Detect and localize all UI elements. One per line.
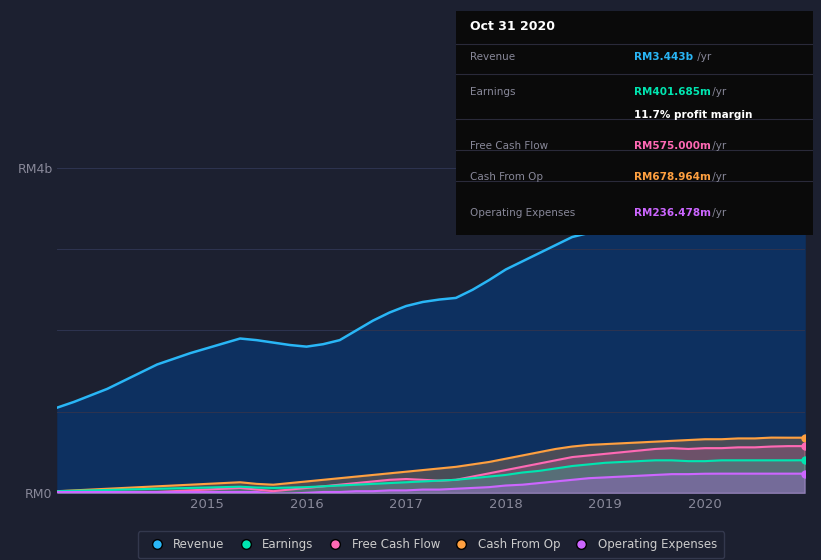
- Text: RM575.000m: RM575.000m: [635, 141, 711, 151]
- Text: Operating Expenses: Operating Expenses: [470, 208, 576, 218]
- Text: RM401.685m: RM401.685m: [635, 87, 711, 97]
- Text: 11.7% profit margin: 11.7% profit margin: [635, 110, 753, 120]
- Text: RM236.478m: RM236.478m: [635, 208, 711, 218]
- Text: /yr: /yr: [709, 208, 727, 218]
- Text: Free Cash Flow: Free Cash Flow: [470, 141, 548, 151]
- Text: RM678.964m: RM678.964m: [635, 172, 711, 183]
- Text: Revenue: Revenue: [470, 52, 515, 62]
- Text: RM3.443b: RM3.443b: [635, 52, 694, 62]
- Text: /yr: /yr: [709, 172, 727, 183]
- Text: Cash From Op: Cash From Op: [470, 172, 543, 183]
- Text: /yr: /yr: [695, 52, 712, 62]
- Text: Oct 31 2020: Oct 31 2020: [470, 20, 555, 33]
- Legend: Revenue, Earnings, Free Cash Flow, Cash From Op, Operating Expenses: Revenue, Earnings, Free Cash Flow, Cash …: [138, 531, 724, 558]
- Text: /yr: /yr: [709, 87, 727, 97]
- Text: Earnings: Earnings: [470, 87, 516, 97]
- Text: /yr: /yr: [709, 141, 727, 151]
- Bar: [665, 168, 805, 493]
